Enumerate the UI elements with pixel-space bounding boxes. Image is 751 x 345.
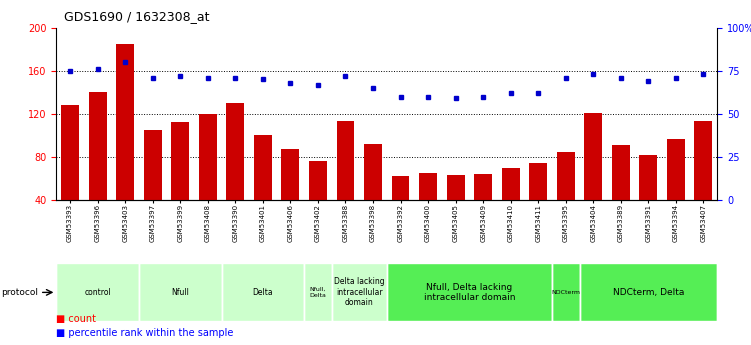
Text: Nfull: Nfull — [171, 288, 189, 297]
Bar — [364, 144, 382, 200]
Bar — [529, 164, 547, 200]
Bar — [116, 44, 134, 200]
Bar — [502, 168, 520, 200]
Bar — [282, 149, 300, 200]
Text: Nfull, Delta lacking
intracellular domain: Nfull, Delta lacking intracellular domai… — [424, 283, 515, 302]
Text: Delta: Delta — [252, 288, 273, 297]
Bar — [580, 264, 717, 322]
Bar — [391, 176, 409, 200]
Bar — [639, 155, 657, 200]
Bar — [667, 139, 685, 200]
Text: protocol: protocol — [1, 288, 38, 297]
Bar — [304, 264, 332, 322]
Bar — [254, 136, 272, 200]
Bar — [309, 161, 327, 200]
Bar — [61, 105, 79, 200]
Bar — [226, 103, 244, 200]
Bar — [474, 174, 492, 200]
Bar — [556, 151, 575, 200]
Bar — [332, 264, 387, 322]
Bar — [171, 122, 189, 200]
Bar — [584, 113, 602, 200]
Text: NDCterm, Delta: NDCterm, Delta — [613, 288, 684, 297]
Bar — [336, 121, 354, 200]
Bar — [612, 145, 630, 200]
Bar — [552, 264, 580, 322]
Bar — [222, 264, 304, 322]
Bar — [419, 173, 437, 200]
Bar — [56, 264, 139, 322]
Text: control: control — [84, 288, 111, 297]
Bar — [139, 264, 222, 322]
Bar — [387, 264, 552, 322]
Bar — [143, 130, 161, 200]
Text: GDS1690 / 1632308_at: GDS1690 / 1632308_at — [64, 10, 210, 23]
Text: ■ count: ■ count — [56, 314, 96, 324]
Bar — [199, 114, 217, 200]
Text: NDCterm: NDCterm — [551, 290, 581, 295]
Text: Nfull,
Delta: Nfull, Delta — [309, 287, 327, 298]
Text: ■ percentile rank within the sample: ■ percentile rank within the sample — [56, 328, 234, 338]
Bar — [89, 92, 107, 200]
Bar — [447, 175, 465, 200]
Text: Delta lacking
intracellular
domain: Delta lacking intracellular domain — [334, 277, 385, 307]
Bar — [695, 121, 713, 200]
